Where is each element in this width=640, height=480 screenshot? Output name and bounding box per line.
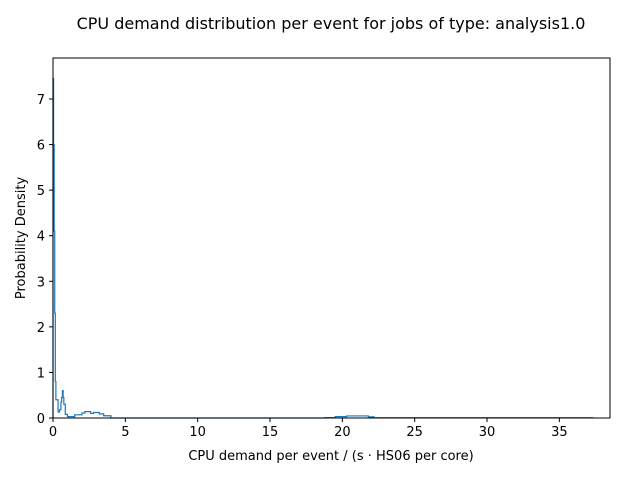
- x-tick-label: 30: [479, 425, 496, 440]
- x-axis-label: CPU demand per event / (s · HS06 per cor…: [188, 449, 473, 464]
- y-tick-label: 3: [37, 275, 45, 290]
- y-axis-label: Probability Density: [14, 177, 29, 300]
- histogram-step-line: [52, 77, 594, 419]
- y-tick-label: 2: [37, 321, 45, 336]
- x-tick-label: 35: [551, 425, 568, 440]
- y-tick-label: 0: [37, 412, 45, 427]
- y-tick-label: 6: [37, 139, 45, 154]
- x-tick-label: 25: [406, 425, 423, 440]
- y-tick-label: 1: [37, 366, 45, 381]
- x-tick-label: 20: [334, 425, 351, 440]
- y-tick-label: 5: [37, 184, 45, 199]
- chart-title: CPU demand distribution per event for jo…: [77, 14, 586, 33]
- y-tick-label: 4: [37, 230, 45, 245]
- plot-area: [52, 77, 594, 419]
- axes-frame: [52, 57, 611, 419]
- x-tick-label: 0: [49, 425, 57, 440]
- y-axis-ticks: 0 1 2 3 4 5 6 7: [37, 93, 53, 427]
- x-axis-ticks: 0 5 10 15 20 25 30 35: [49, 418, 568, 440]
- y-tick-label: 7: [37, 93, 45, 108]
- x-tick-label: 5: [121, 425, 129, 440]
- x-tick-label: 10: [189, 425, 206, 440]
- x-tick-label: 15: [262, 425, 279, 440]
